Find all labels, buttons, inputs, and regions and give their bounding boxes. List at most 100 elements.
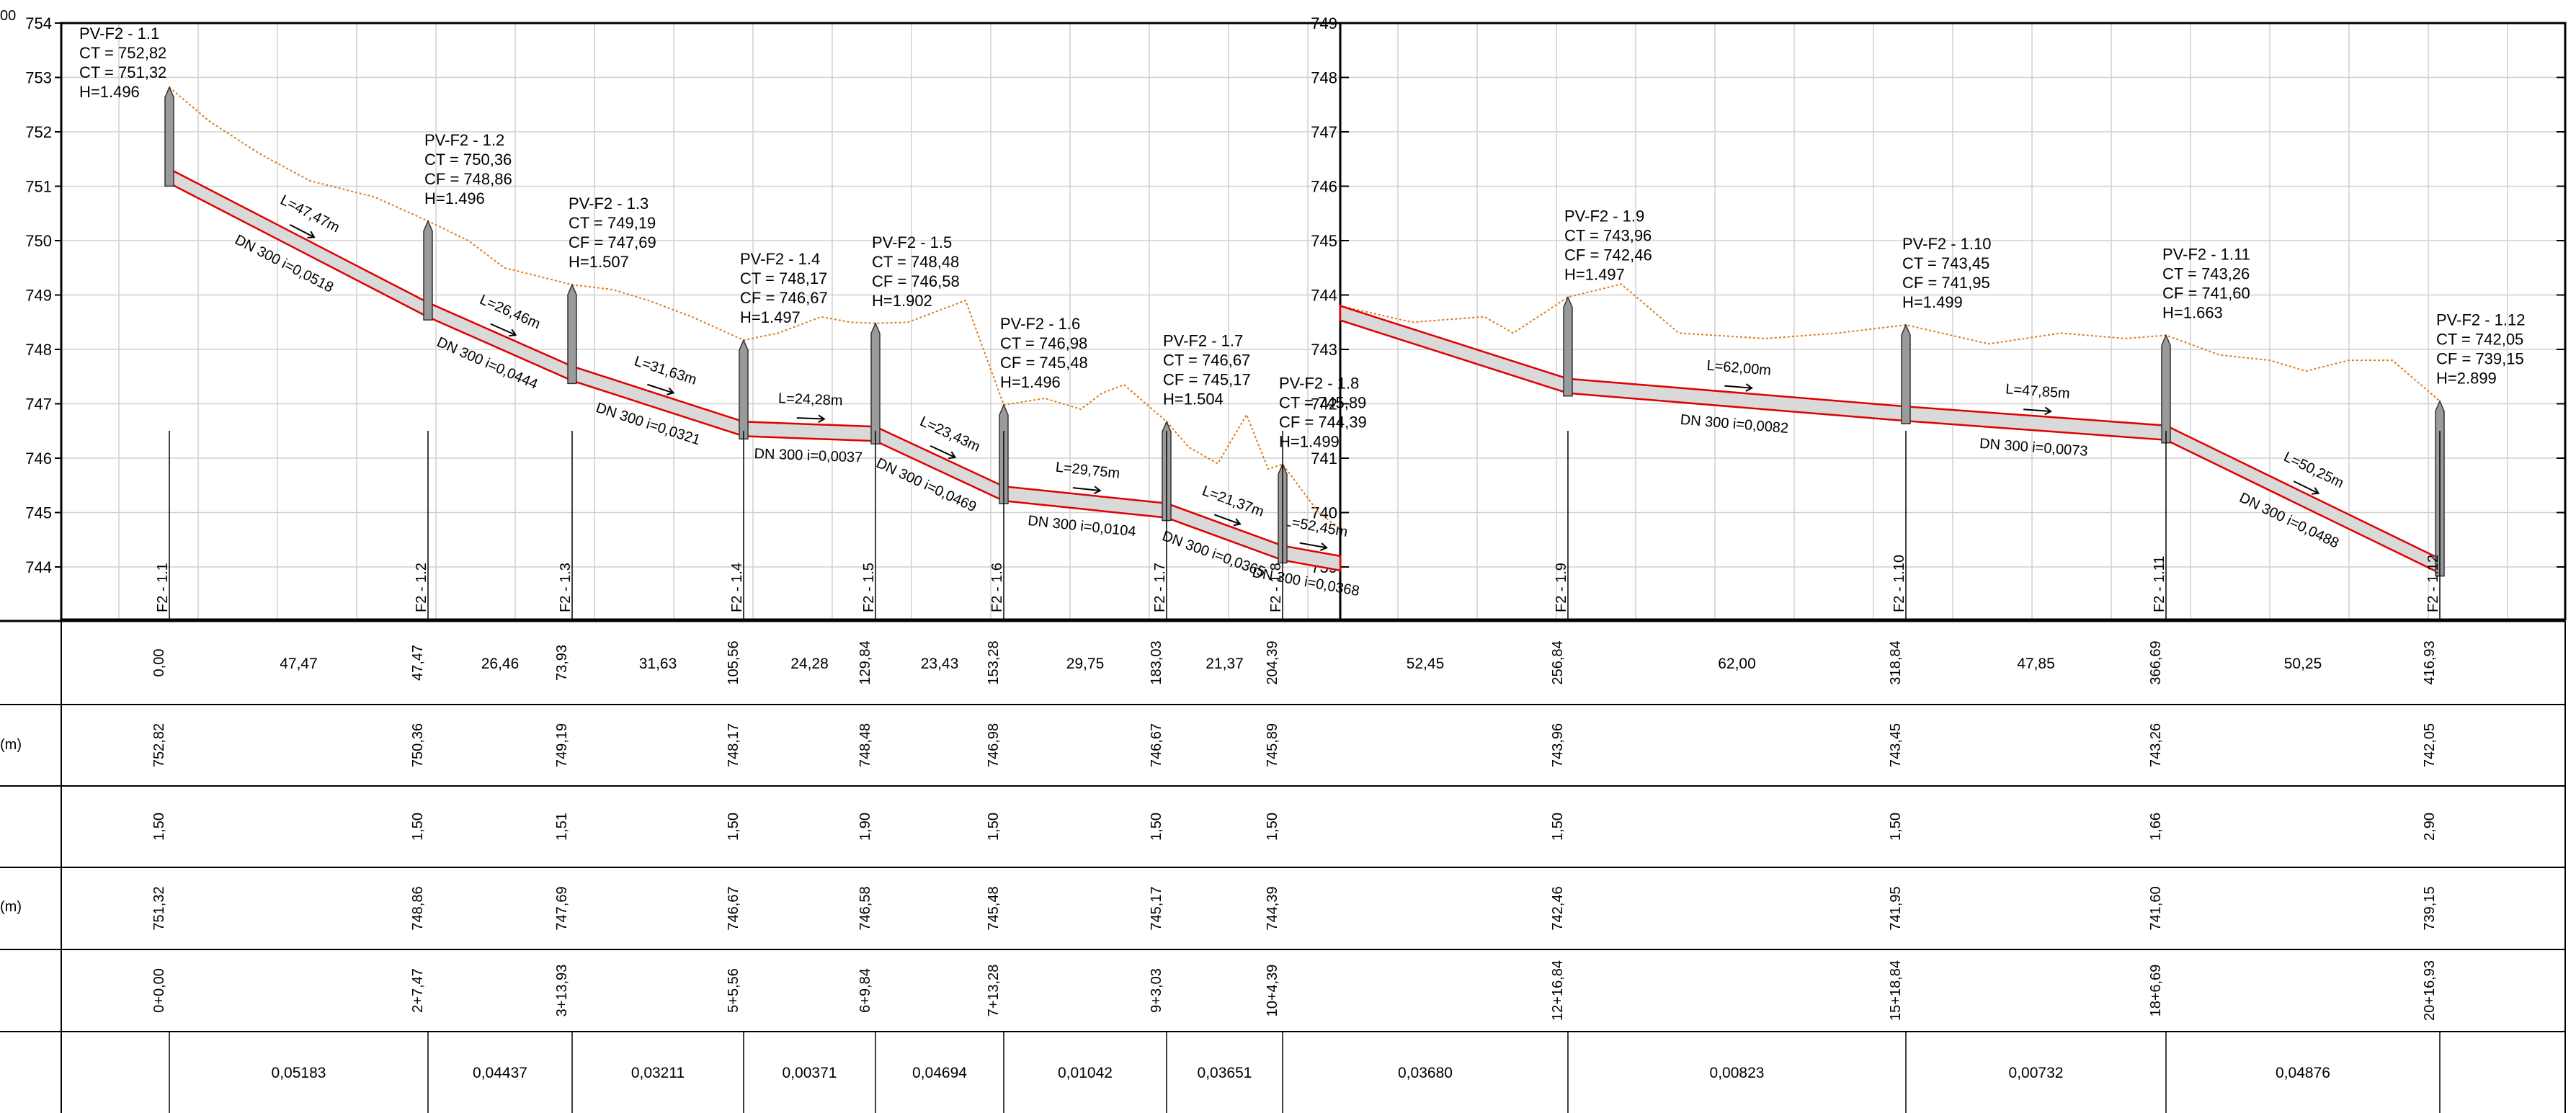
pipe-length-label: L=31,63m <box>632 353 698 388</box>
manhole-name: PV-F2 - 1.11 <box>2162 245 2250 263</box>
manhole-name: PV-F2 - 1.1 <box>79 24 159 43</box>
table-cell-ct_val: 752,82 <box>151 723 167 767</box>
manhole-shaft <box>423 219 433 321</box>
pipe-segment <box>742 421 877 442</box>
table-cell-depth: 1,50 <box>1265 813 1280 841</box>
station-label: F2 - 1.6 <box>989 563 1005 612</box>
corner-label: 00 <box>0 8 16 24</box>
table-cell-chain: 6+9,84 <box>857 968 873 1013</box>
left-axis-label: 750 <box>25 232 52 250</box>
right-axis-label: 749 <box>1311 14 1337 32</box>
table-cell-depth: 1,50 <box>986 813 1002 841</box>
pipe-segment <box>2165 424 2441 575</box>
table-cell-cf_val: 741,60 <box>2148 886 2164 930</box>
table-cell-depth: 2,90 <box>2422 813 2438 841</box>
manhole-h: H=1.663 <box>2162 303 2223 321</box>
segment-distance: 29,75 <box>1066 656 1105 672</box>
manhole-name: PV-F2 - 1.5 <box>872 233 952 251</box>
station-label: F2 - 1.4 <box>729 563 745 612</box>
pipe-length-label: L=23,43m <box>917 414 982 455</box>
segment-slope: 0,03651 <box>1198 1065 1252 1081</box>
table-cell-cf_val: 751,32 <box>151 886 167 930</box>
table-cell-cf_val: 748,86 <box>410 886 426 930</box>
left-axis-label: 753 <box>25 69 52 87</box>
manhole-name: PV-F2 - 1.3 <box>569 195 649 213</box>
right-axis-label: 744 <box>1311 287 1337 305</box>
manhole-shaft <box>1563 295 1573 397</box>
manhole-ct: CT = 748,17 <box>740 269 827 287</box>
pipe-spec-label: DN 300 i=0,0082 <box>1680 412 1789 437</box>
station-label: F2 - 1.7 <box>1152 563 1168 612</box>
manhole-h: H=1.496 <box>79 83 140 101</box>
manhole-cf: CF = 746,67 <box>740 289 828 307</box>
segment-distance: 50,25 <box>2284 656 2322 672</box>
terrain-line-right <box>1340 283 2441 402</box>
table-cell-ct_val: 746,67 <box>1149 723 1164 767</box>
manhole-h: H=1.499 <box>1902 293 1963 311</box>
right-axis-label: 741 <box>1311 450 1337 468</box>
table-cell-dist: 47,47 <box>410 645 426 681</box>
manhole-name: PV-F2 - 1.4 <box>740 250 820 268</box>
left-axis-label: 752 <box>25 123 52 141</box>
manhole-cf: CF = 746,58 <box>872 272 960 290</box>
segment-distance: 31,63 <box>639 656 677 672</box>
flow-direction-arrow <box>647 383 675 395</box>
pipe-spec-label: DN 300 i=0,0368 <box>1251 565 1360 599</box>
profile-frame <box>60 22 2567 621</box>
profile-grid <box>61 22 2565 620</box>
manhole-name: PV-F2 - 1.9 <box>1564 207 1644 225</box>
table-cell-cf_val: 741,95 <box>1888 886 1904 930</box>
table-cell-depth: 1,50 <box>1149 813 1164 841</box>
manhole-ct: CT = 745,89 <box>1279 393 1366 411</box>
manhole-h: H=1.497 <box>1564 266 1625 284</box>
table-cell-ct_val: 742,05 <box>2422 723 2438 767</box>
left-axis-label: 744 <box>25 558 52 576</box>
manhole-h: H=1.507 <box>569 253 629 271</box>
segment-distance: 52,45 <box>1407 656 1445 672</box>
manhole-name: PV-F2 - 1.2 <box>424 131 504 149</box>
table-cell-dist: 153,28 <box>986 640 1002 684</box>
manhole-name: PV-F2 - 1.10 <box>1902 235 1992 253</box>
flow-direction-arrow <box>930 444 957 460</box>
manhole-ct: CT = 752,82 <box>79 44 166 62</box>
left-axis-label: 754 <box>25 14 52 32</box>
station-label: F2 - 1.1 <box>155 563 171 612</box>
segment-slope: 0,01042 <box>1058 1065 1113 1081</box>
pipe-length-label: L=50,25m <box>2281 449 2346 491</box>
manhole-ct: CT = 746,67 <box>1163 351 1250 369</box>
table-cell-chain: 5+5,56 <box>726 968 741 1013</box>
left-axis-label: 746 <box>25 450 52 468</box>
manhole-cf: CF = 745,48 <box>1000 354 1088 372</box>
right-axis-label: 742 <box>1311 395 1337 414</box>
table-cell-cf_val: 739,15 <box>2422 886 2438 930</box>
flow-direction-arrow <box>289 223 316 239</box>
manhole-ct: CT = 750,36 <box>424 151 512 169</box>
manhole-cf: CF = 739,15 <box>2436 350 2524 368</box>
manhole-cf: CF = 748,86 <box>424 170 512 188</box>
manhole-ct: CT = 742,05 <box>2436 331 2523 349</box>
station-label: F2 - 1.9 <box>1554 563 1569 612</box>
table-cell-dist: 204,39 <box>1265 640 1280 684</box>
segment-slope: 0,00823 <box>1710 1065 1765 1081</box>
table-cell-cf_val: 742,46 <box>1550 886 1566 930</box>
flow-direction-arrow <box>1072 486 1102 495</box>
right-axis-label: 745 <box>1311 232 1337 250</box>
table-cell-cf_val: 746,58 <box>857 886 873 930</box>
manhole-ct: CT = 748,48 <box>872 253 959 271</box>
pipe-length-label: L=24,28m <box>778 390 843 408</box>
segment-slope: 0,00371 <box>783 1065 837 1081</box>
pipe-spec-label: DN 300 i=0,0037 <box>754 446 863 466</box>
pipe-length-label: L=26,46m <box>477 292 543 332</box>
right-axis-label: 746 <box>1311 178 1337 196</box>
table-cell-ct_val: 750,36 <box>410 723 426 767</box>
table-cell-chain: 7+13,28 <box>986 965 1002 1017</box>
station-label: F2 - 1.11 <box>2152 555 2167 612</box>
table-cell-ct_val: 743,45 <box>1888 723 1904 767</box>
manhole-shaft <box>164 86 174 187</box>
table-cell-ct_val: 743,26 <box>2148 723 2164 767</box>
segment-distance: 47,47 <box>280 656 318 672</box>
left-axis-label: 749 <box>25 287 52 305</box>
manhole-shaft <box>567 283 577 385</box>
manhole-cf: CF = 745,17 <box>1163 370 1251 388</box>
table-cell-chain: 15+18,84 <box>1888 960 1904 1021</box>
